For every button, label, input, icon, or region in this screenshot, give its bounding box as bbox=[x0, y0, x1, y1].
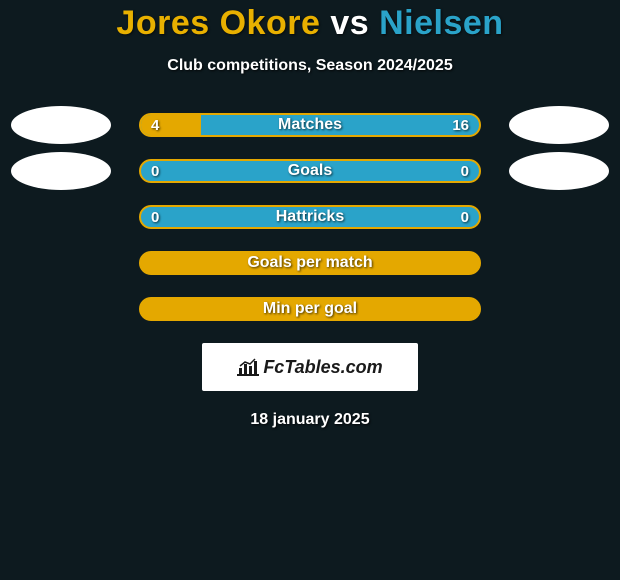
player1-avatar bbox=[11, 152, 111, 190]
stat-value-right: 16 bbox=[452, 115, 469, 135]
stat-row: 416Matches bbox=[0, 113, 620, 137]
page: Jores Okore vs Nielsen Club competitions… bbox=[0, 0, 620, 580]
logo: FcTables.com bbox=[237, 357, 382, 378]
stat-bar: Goals per match bbox=[139, 251, 481, 275]
stat-row: Goals per match bbox=[0, 251, 620, 275]
stat-row: 0 0Hattricks bbox=[0, 205, 620, 229]
vs-text: vs bbox=[330, 4, 369, 42]
stat-label: Min per goal bbox=[141, 299, 479, 319]
player1-avatar bbox=[11, 106, 111, 144]
date-text: 18 january 2025 bbox=[0, 411, 620, 429]
stat-value-left: 0 bbox=[151, 161, 159, 181]
player2-avatar bbox=[509, 106, 609, 144]
stat-row: 0 0Goals bbox=[0, 159, 620, 183]
stat-value-right: 0 bbox=[461, 207, 469, 227]
stat-label: Goals bbox=[141, 161, 479, 181]
stat-bar: 0 0Goals bbox=[139, 159, 481, 183]
logo-box: FcTables.com bbox=[202, 343, 418, 391]
stat-row: Min per goal bbox=[0, 297, 620, 321]
stat-bar: 416Matches bbox=[139, 113, 481, 137]
stat-label: Hattricks bbox=[141, 207, 479, 227]
stat-bar: Min per goal bbox=[139, 297, 481, 321]
stat-value-left: 4 bbox=[151, 115, 159, 135]
page-title: Jores Okore vs Nielsen bbox=[0, 4, 620, 43]
chart-icon bbox=[237, 358, 259, 376]
player2-avatar bbox=[509, 152, 609, 190]
subtitle: Club competitions, Season 2024/2025 bbox=[0, 57, 620, 75]
comparison-rows: 416Matches00Goals00HattricksGoals per ma… bbox=[0, 113, 620, 321]
logo-text: FcTables.com bbox=[263, 357, 382, 378]
player2-name: Nielsen bbox=[379, 4, 503, 42]
bar-fill-left bbox=[141, 115, 201, 135]
stat-bar: 0 0Hattricks bbox=[139, 205, 481, 229]
stat-value-right: 0 bbox=[461, 161, 469, 181]
stat-label: Goals per match bbox=[141, 253, 479, 273]
player1-name: Jores Okore bbox=[116, 4, 320, 42]
stat-value-left: 0 bbox=[151, 207, 159, 227]
